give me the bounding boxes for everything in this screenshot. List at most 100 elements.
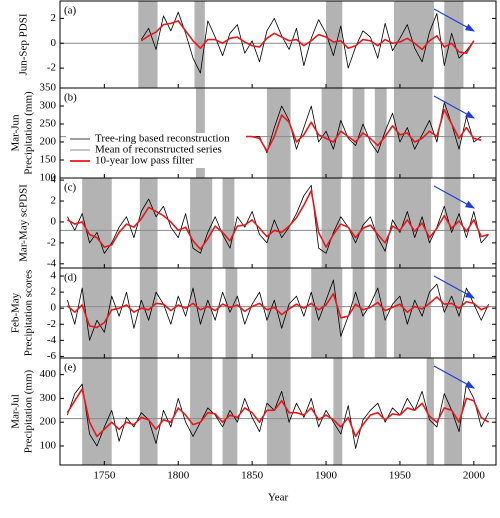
y-tick-label: 0	[51, 302, 57, 314]
legend-label: 10-year low pass filter	[95, 155, 194, 167]
shaded-period	[266, 358, 291, 465]
shaded-period	[190, 178, 213, 268]
y-tick-label: 150	[40, 154, 57, 166]
shaded-period	[444, 1, 464, 88]
y-tick-label: 0	[51, 215, 57, 227]
shaded-period	[266, 268, 291, 358]
filter-line	[229, 108, 482, 152]
reconstruction-line	[140, 11, 475, 74]
y-axis-label: Feb-May	[10, 292, 22, 333]
y-axis-label: Jun-Sep PDSI	[18, 13, 30, 75]
shaded-period	[194, 1, 205, 88]
trend-arrow	[433, 8, 476, 32]
shaded-period	[139, 268, 158, 358]
plot-area	[60, 88, 496, 178]
y-tick-label: 4	[51, 270, 57, 282]
shaded-period	[374, 178, 387, 268]
y-tick-label: 100	[40, 440, 57, 452]
shaded-period	[444, 178, 461, 268]
y-axis-label: Precipitation scores	[23, 270, 35, 356]
shaded-period	[426, 358, 434, 465]
plot-area	[60, 358, 496, 465]
plot-frame	[59, 357, 497, 466]
panel: -2 0 2 (a) Jun-Sep PDSI	[18, 0, 497, 89]
legend-label: Mean of reconstructed series	[95, 144, 222, 156]
y-tick-label: -4	[47, 334, 57, 346]
plot-area	[60, 268, 496, 358]
shaded-period	[266, 178, 291, 268]
y-tick-label: 2	[51, 195, 57, 207]
shaded-period	[266, 88, 291, 178]
panel-label: (e)	[64, 362, 77, 374]
y-tick-label: 200	[40, 416, 57, 428]
reconstruction-line	[67, 383, 489, 449]
shaded-period	[394, 88, 433, 178]
shaded-period	[138, 1, 158, 88]
shaded-period	[222, 178, 235, 268]
shaded-period	[352, 268, 365, 358]
shaded-period	[394, 178, 431, 268]
filter-line	[66, 189, 489, 250]
y-tick-label: -2	[47, 62, 56, 74]
panel: -6 -4 -2 0 2 4 (d) Feb-May Precipitation scores	[10, 267, 497, 362]
shaded-period	[352, 88, 365, 178]
shaded-period	[326, 1, 343, 88]
y-tick-label: -2	[47, 236, 56, 248]
panel-label: (a)	[64, 5, 77, 17]
y-tick-label: 2	[51, 12, 57, 24]
plot-area	[60, 178, 496, 268]
y-axis-label: Precipitation (mm)	[23, 369, 35, 453]
shaded-period	[190, 268, 213, 358]
legend-label: Tree-ring based reconstruction	[95, 133, 230, 145]
y-tick-label: -2	[47, 318, 56, 330]
shaded-period	[222, 358, 238, 465]
shaded-period	[351, 178, 365, 268]
shaded-period	[190, 358, 213, 465]
y-tick-label: 300	[40, 392, 57, 404]
trend-arrow	[433, 95, 476, 119]
shaded-period	[374, 268, 387, 358]
y-tick-label: 400	[40, 368, 57, 380]
y-axis-label: Mar-May scPDSI	[18, 184, 30, 262]
y-axis-label: Mar-Jul	[10, 394, 22, 429]
y-tick-label: -6	[47, 350, 57, 362]
x-tick-label: 2000	[463, 470, 486, 482]
y-axis-label: Mar-Jun	[10, 114, 22, 152]
trend-arrow	[433, 365, 476, 389]
shaded-period	[394, 268, 431, 358]
shaded-period	[374, 88, 387, 178]
y-tick-label: 350	[40, 82, 57, 94]
shaded-period	[139, 178, 158, 268]
panel: -4 -2 0 2 4 (c) Mar-May scPDSI	[18, 174, 497, 269]
panel-label: (d)	[64, 272, 77, 284]
shaded-period	[139, 358, 158, 465]
panel-label: (b)	[64, 92, 77, 104]
y-tick-label: -4	[47, 257, 57, 269]
trend-arrow	[433, 275, 476, 299]
panel: 100 150 200 250 300 350 (b) Mar-Jun Precipitatio…	[10, 82, 497, 184]
shaded-period	[444, 88, 461, 178]
shaded-period	[82, 178, 112, 268]
x-axis-label: Year	[268, 492, 289, 504]
shaded-period	[321, 88, 343, 178]
shaded-period	[333, 358, 343, 465]
y-tick-label: 100	[40, 172, 57, 184]
panel: 100 200 300 400 1750 1800 1850 1900 1950 2000 Year…	[10, 357, 497, 504]
panel-label: (c)	[64, 182, 77, 194]
x-tick-label: 1900	[315, 470, 338, 482]
x-tick-label: 1950	[389, 470, 412, 482]
shaded-period	[394, 1, 434, 88]
shaded-period	[82, 268, 112, 358]
x-tick-label: 1850	[241, 470, 264, 482]
legend-box	[66, 133, 246, 168]
x-tick-label: 1800	[167, 470, 190, 482]
y-tick-label: 2	[51, 286, 57, 298]
y-tick-label: 0	[51, 37, 57, 49]
y-axis-label: Precipitation (mm)	[23, 91, 35, 175]
trend-arrow	[433, 185, 476, 209]
shaded-period	[444, 268, 463, 358]
y-tick-label: 4	[51, 174, 57, 186]
shaded-period	[225, 268, 238, 358]
y-tick-label: 300	[40, 100, 57, 112]
